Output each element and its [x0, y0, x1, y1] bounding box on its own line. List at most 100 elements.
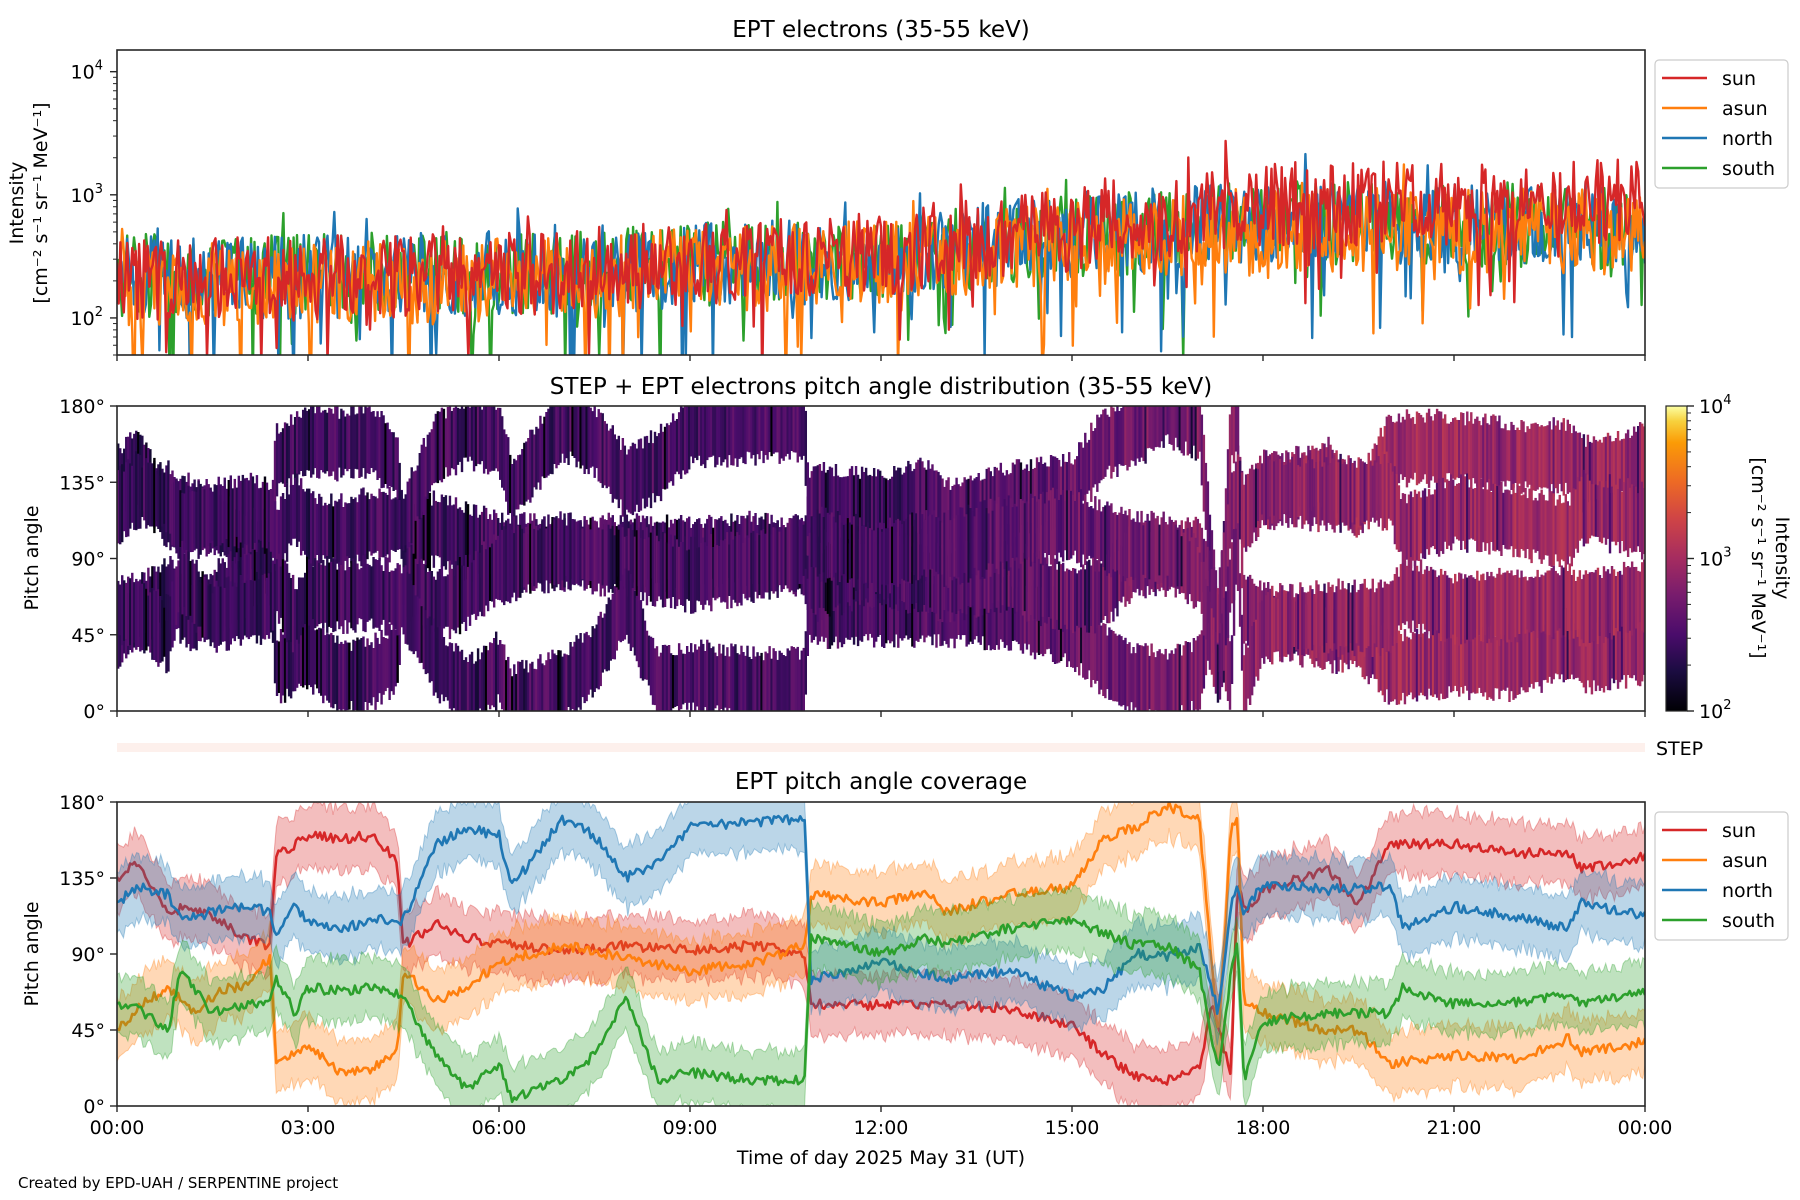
pad-cell — [1512, 483, 1515, 558]
pad-cell — [1626, 566, 1630, 633]
pad-cell — [613, 586, 617, 660]
pad-cell — [1391, 635, 1395, 702]
pad-cell — [1387, 414, 1391, 489]
pad-cell — [935, 517, 938, 572]
pad-cell — [1636, 610, 1640, 686]
pad-cell — [734, 644, 737, 711]
pad-cell — [338, 562, 341, 630]
pad-cell — [1011, 507, 1015, 558]
pad-cell — [1554, 570, 1557, 634]
pad-cell — [1445, 575, 1449, 639]
pad-cell — [1596, 485, 1600, 537]
pad-cell — [428, 432, 432, 492]
pad-cell — [840, 522, 844, 576]
pad-cell — [1041, 587, 1045, 657]
pad-cell — [1393, 636, 1397, 700]
pad-cell — [392, 432, 395, 491]
pad-cell — [1238, 573, 1242, 627]
pad-cell — [1600, 618, 1604, 688]
pad-cell — [716, 656, 719, 706]
pad-cell — [539, 654, 542, 711]
pad-cell — [1560, 422, 1563, 492]
pad-cell — [1090, 565, 1093, 626]
pad-cell — [1104, 408, 1107, 477]
pad-cell — [1184, 641, 1187, 711]
pad-cell — [1120, 408, 1123, 466]
pad-cell — [621, 527, 625, 596]
pad-cell — [539, 528, 542, 584]
series-line-south — [117, 915, 1645, 1104]
pad-cell — [249, 580, 253, 637]
pad-cell — [1560, 617, 1563, 675]
pad-cell — [1029, 581, 1033, 656]
pad-cell — [1003, 541, 1007, 611]
pad-cell — [706, 639, 709, 711]
pad-cell — [661, 531, 665, 608]
pad-cell — [1204, 579, 1208, 640]
pad-cell — [1039, 493, 1043, 564]
ylabel-intensity: Intensity — [6, 162, 28, 245]
pad-cell — [1592, 436, 1596, 506]
pad-cell — [207, 585, 210, 640]
pad-cell — [1474, 578, 1477, 638]
pad-cell — [649, 430, 653, 509]
pad-cell — [1462, 578, 1465, 639]
pad-cell — [983, 500, 986, 579]
pad-cell — [293, 477, 297, 539]
pad-cell — [1518, 631, 1521, 695]
pad-cell — [1142, 406, 1145, 462]
pad-cell — [535, 426, 538, 490]
pad-cell — [1096, 510, 1099, 559]
pad-cell — [1118, 634, 1121, 706]
pad-cell — [486, 650, 490, 705]
pad-cell — [1122, 406, 1125, 466]
panel-2-title: STEP + EPT electrons pitch angle distrib… — [550, 374, 1212, 400]
pad-cell — [1447, 480, 1451, 546]
pad-cell — [1244, 643, 1248, 711]
pad-cell — [1488, 478, 1491, 555]
pad-cell — [320, 412, 323, 471]
colorbar-label-intensity: Intensity — [1771, 517, 1793, 600]
pad-cell — [159, 596, 162, 663]
pad-cell — [804, 631, 808, 695]
pad-cell — [201, 487, 204, 551]
pad-cell — [780, 652, 783, 711]
pad-cell — [1043, 557, 1047, 623]
pad-cell — [790, 406, 793, 451]
pad-cell — [1470, 628, 1473, 694]
pad-cell — [1182, 532, 1185, 594]
pad-cell — [655, 436, 659, 496]
pad-cell — [726, 532, 729, 609]
pad-cell — [1096, 560, 1099, 629]
pad-cell — [798, 519, 801, 584]
pad-cell — [915, 577, 918, 641]
pad-cell — [1112, 512, 1115, 570]
pad-cell — [728, 656, 731, 709]
pad-cell — [637, 600, 641, 668]
pad-cell — [1415, 628, 1419, 702]
pad-cell — [1319, 461, 1322, 526]
pad-cell — [903, 580, 906, 639]
pad-cell — [1160, 653, 1163, 711]
pad-cell — [627, 570, 631, 644]
pad-cell — [696, 406, 699, 461]
pad-cell — [1192, 406, 1196, 446]
pad-cell — [1508, 430, 1511, 482]
pad-cell — [921, 544, 924, 612]
pad-cell — [1578, 570, 1582, 647]
pad-cell — [1335, 461, 1338, 526]
x-tick-label: 15:00 — [1045, 1117, 1100, 1139]
pad-cell — [119, 465, 122, 545]
pad-cell — [1152, 406, 1155, 451]
pad-cell — [1108, 550, 1111, 624]
pad-cell — [452, 651, 456, 709]
pad-cell — [603, 519, 606, 597]
y-tick-label: 0° — [83, 1096, 105, 1118]
pad-cell — [472, 406, 476, 472]
pad-cell — [332, 635, 335, 709]
pad-cell — [1307, 460, 1310, 525]
pad-cell — [366, 563, 369, 622]
pad-cell — [1528, 428, 1531, 485]
pad-cell — [1478, 580, 1481, 636]
pad-cell — [931, 514, 934, 569]
